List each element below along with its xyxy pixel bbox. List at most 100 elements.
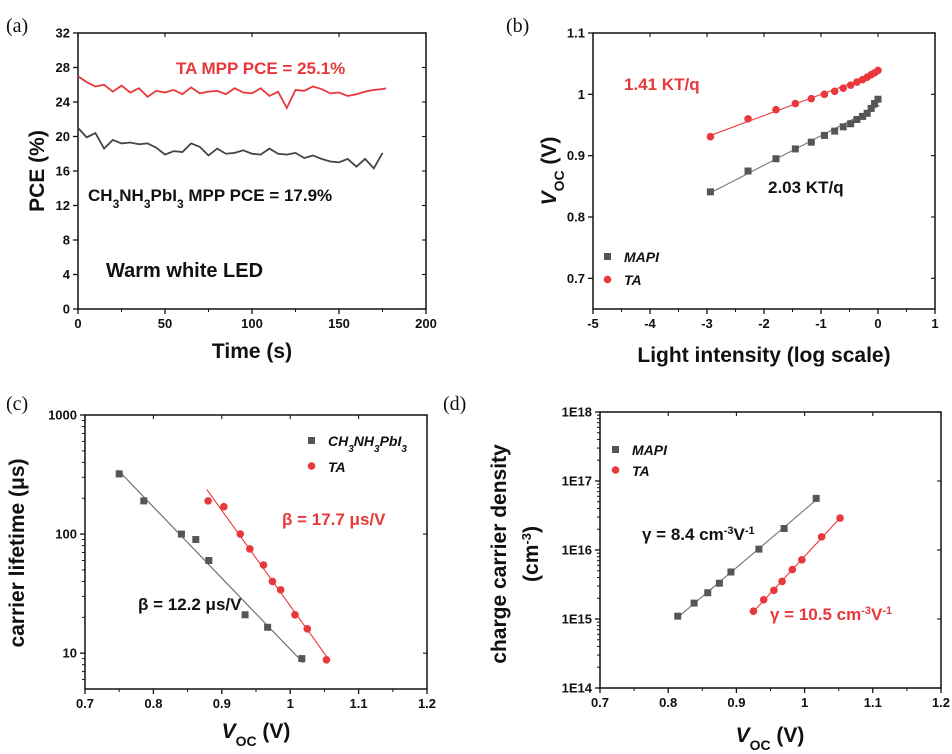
data-point-ta [246,545,254,553]
data-point-mapi [772,155,780,163]
fit-line-ta [751,516,842,614]
data-point-mapi [727,568,735,576]
x-tick-label: 0.8 [659,695,677,710]
x-axis-title-d: VOC (V) [736,724,805,753]
legend-marker-ta [307,462,316,470]
y-axis-title-a: PCE (%) [26,130,49,212]
y-tick-label: 0.8 [567,210,585,225]
legend-label-mapi: CH3NH3PbI3 [328,433,407,455]
data-point-ch-nh-pbi- [264,623,272,631]
panel-label-b: (b) [506,15,529,37]
series-line-1 [77,127,384,170]
data-point-mapi [859,112,867,120]
data-point-mapi [867,104,875,112]
data-point-ta [759,595,768,604]
data-point-ta [772,105,780,114]
annotation-ta-beta: β = 17.7 μs/V [282,510,386,529]
panel-d: (d) 0.7 0.8 0.9 1 1.1 1.2 1E14 1E15 1E16 1E17 1E18… [443,393,950,753]
annotation-light-source: Warm white LED [106,260,263,282]
x-tick-label: -2 [758,316,770,331]
legend-marker-mapi [604,253,611,260]
data-point-ta [778,577,786,586]
annotation-ta-slope: 1.41 KT/q [624,75,700,94]
data-point-ta [236,530,245,538]
x-tick-label: 1.1 [350,696,368,711]
y-tick-label: 1E17 [562,474,592,489]
x-tick-label: 1.2 [932,695,950,710]
fit-line-mapi [676,498,818,620]
annotation-ta-gamma: γ = 10.5 cm-3V-1 [770,605,892,624]
x-axis-title-c: VOC (V) [222,720,291,749]
y-tick-label: 1.1 [567,26,585,41]
x-tick-label: 1.1 [864,695,882,710]
panel-a: (a) 0 50 100 150 200 0 4 8 12 16 20 24 28 32 Time (s)… [6,15,437,363]
y-tick-label: 0.7 [567,271,585,286]
data-point-ta [744,115,752,123]
data-point-ch-nh-pbi- [205,556,213,564]
annotation-mapi-mpp: CH3NH3PbI3 MPP PCE = 17.9% [88,186,332,211]
data-point-mapi [831,127,839,135]
data-point-mapi [706,188,714,196]
x-tick-label: 100 [241,316,263,331]
data-point-mapi [863,109,871,117]
y-axis-title-d-line1: charge carrier density [488,444,511,664]
tick-group-b: -5 -4 -3 -2 -1 0 1 0.7 0.8 0.9 1 1.1 [567,26,939,332]
legend-label-mapi: MAPI [624,249,660,265]
fit-line-ch-nh-pbi- [117,469,304,664]
data-point-mapi [674,612,682,620]
x-tick-label: 0 [74,316,81,331]
x-tick-label: 200 [415,316,437,331]
x-tick-label: 0 [874,316,881,331]
legend-label-ta: TA [328,459,346,475]
y-tick-label: 20 [56,129,70,144]
data-point-ta [836,514,844,522]
data-point-ta [749,607,758,615]
legend-marker-mapi [308,437,315,444]
y-tick-label: 1000 [48,408,77,423]
data-point-mapi [780,524,788,532]
data-point-ta [807,94,816,103]
panel-b: (b) -5 -4 -3 -2 -1 0 1 0.7 0.8 0.9 1 1.1 Light inte… [506,15,939,367]
data-point-ch-nh-pbi- [140,497,148,505]
y-tick-label: 28 [56,60,70,75]
legend-marker-ta [611,466,620,474]
y-tick-label: 12 [56,198,70,213]
panel-label-a: (a) [6,15,28,37]
legend-c: CH3NH3PbI3 TA [307,433,407,475]
data-point-mapi [847,120,855,128]
x-tick-label: -3 [701,316,713,331]
legend-label-ta: TA [632,463,650,479]
data-point-ta [820,90,829,99]
data-point-ch-nh-pbi- [241,611,249,619]
data-point-ta [204,497,212,505]
series-group-b [706,66,882,196]
legend-label-mapi: MAPI [632,442,668,458]
y-axis-title-b: VOC (V) [538,137,567,206]
data-point-ta [830,87,839,96]
y-tick-label: 1 [578,87,585,102]
annotation-mapi-gamma: γ = 8.4 cm-3V-1 [642,525,755,544]
data-point-ta [276,586,285,594]
data-point-ta [303,625,312,633]
panel-c: (c) 0.7 0.8 0.9 1 1.1 1.2 10 100 1000 carrier li… [6,393,436,749]
data-point-mapi [871,100,879,108]
x-tick-label: 1 [931,316,938,331]
data-point-ch-nh-pbi- [177,530,185,538]
x-tick-label: 1.2 [418,696,436,711]
legend-b: MAPI TA [603,249,660,288]
data-point-ta [788,565,797,574]
y-tick-label: 0 [63,302,70,317]
data-point-mapi [704,589,712,597]
x-tick-label: 1 [287,696,294,711]
y-tick-label: 4 [63,267,71,282]
data-point-mapi [812,494,820,502]
y-tick-label: 1E16 [562,543,592,558]
data-point-ta [853,78,861,86]
data-point-ta [839,84,848,92]
legend-marker-mapi [612,446,619,453]
series-group-d [674,494,844,620]
series-group-c [115,469,331,664]
data-point-ta [322,655,331,664]
data-point-ta [798,556,806,564]
data-point-mapi [715,579,723,587]
